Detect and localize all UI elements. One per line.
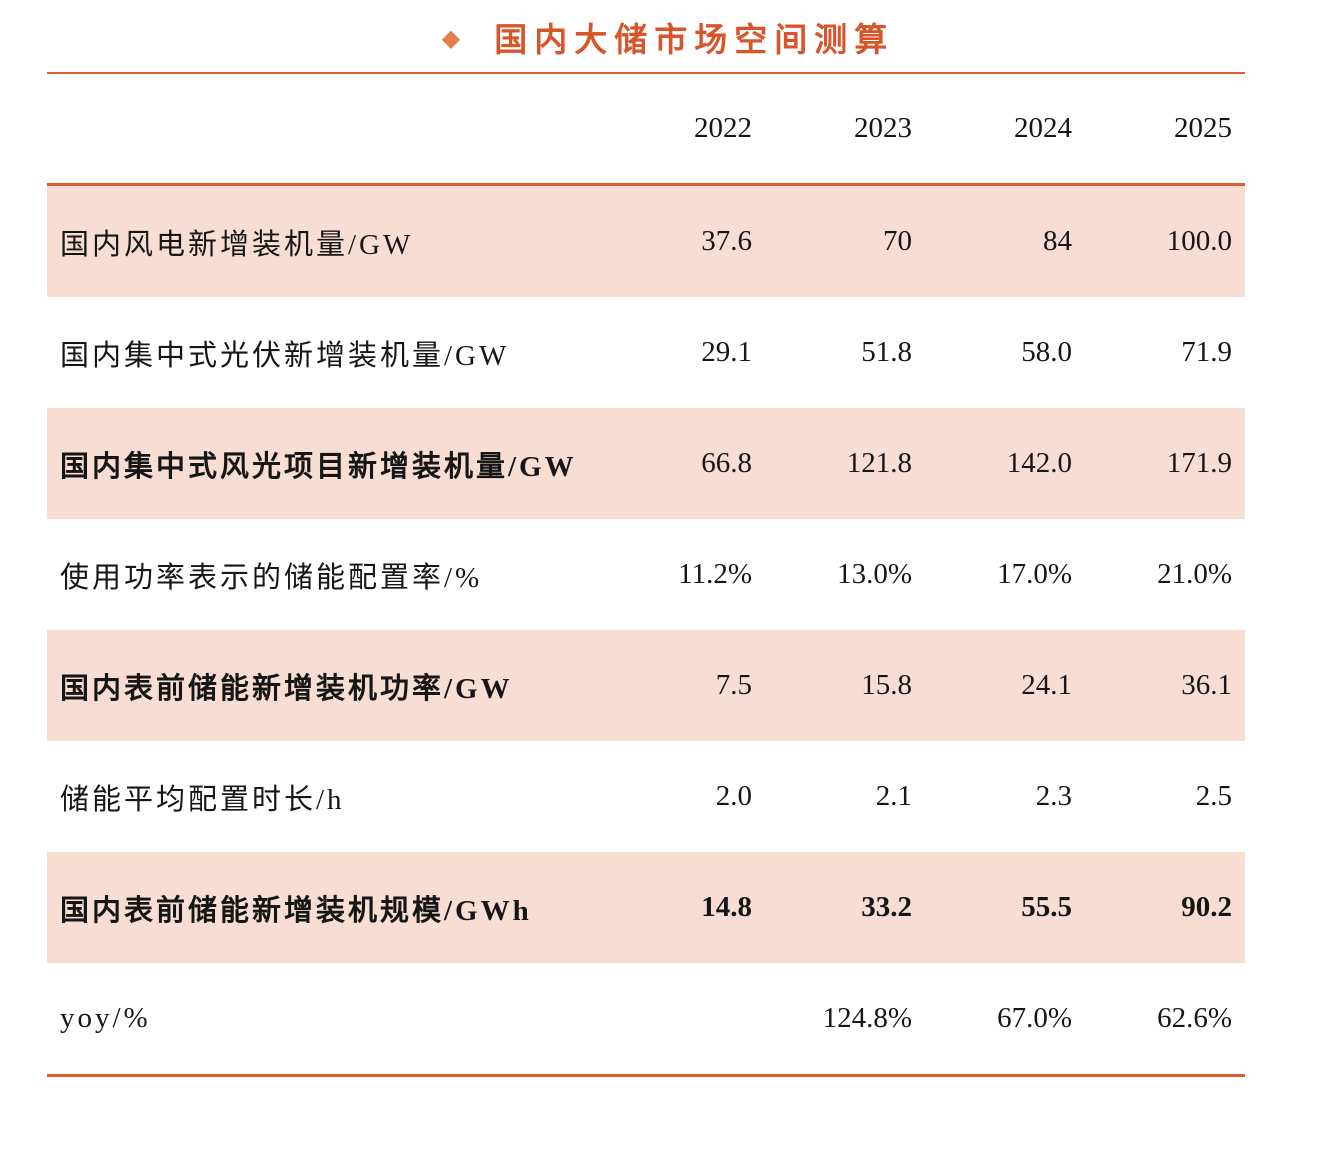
cell-value: 66.8 <box>701 447 752 479</box>
cell-value: 36.1 <box>1181 669 1232 701</box>
cell-value: 58.0 <box>1021 336 1072 368</box>
column-header-year: 2022 <box>694 112 752 144</box>
cell-value: 142.0 <box>1006 447 1072 479</box>
row-label: 国内表前储能新增装机规模/GWh <box>60 894 532 927</box>
cell-value: 2.5 <box>1195 780 1232 812</box>
table-row: 国内表前储能新增装机功率/GW 7.5 15.8 24.1 36.1 <box>47 630 1245 741</box>
row-label: 国内表前储能新增装机功率/GW <box>60 672 513 705</box>
cell-value: 29.1 <box>701 336 752 368</box>
table-title-text: 国内大储市场空间测算 <box>494 23 895 59</box>
cell-value: 84 <box>1043 225 1072 257</box>
cell-value: 15.8 <box>861 669 912 701</box>
cell-value: 13.0% <box>837 558 912 590</box>
table-title: ◆ 国内大储市场空间测算 <box>0 14 1336 60</box>
cell-value: 124.8% <box>822 1002 912 1034</box>
rule-bottom <box>47 1074 1245 1077</box>
report-table-page: ◆ 国内大储市场空间测算 2022 2023 2024 2025 国内风电新增装机量/… <box>0 14 1336 1077</box>
cell-value: 33.2 <box>861 891 912 923</box>
cell-value: 37.6 <box>701 225 752 257</box>
cell-value: 2.0 <box>715 780 752 812</box>
table-row: 储能平均配置时长/h 2.0 2.1 2.3 2.5 <box>47 741 1245 852</box>
table-row: yoy/% 124.8% 67.0% 62.6% <box>47 963 1245 1074</box>
column-header-year: 2024 <box>1014 112 1072 144</box>
cell-value: 7.5 <box>715 669 752 701</box>
cell-value: 51.8 <box>861 336 912 368</box>
cell-value: 11.2% <box>678 558 752 590</box>
diamond-bullet-icon: ◆ <box>441 24 461 52</box>
cell-value: 62.6% <box>1157 1002 1232 1034</box>
row-label: 国内集中式光伏新增装机量/GW <box>60 339 510 372</box>
cell-value: 90.2 <box>1181 891 1232 923</box>
cell-value: 2.1 <box>875 780 912 812</box>
cell-value: 21.0% <box>1157 558 1232 590</box>
cell-value: 67.0% <box>997 1002 1072 1034</box>
column-header-year: 2025 <box>1174 112 1232 144</box>
cell-value: 2.3 <box>1035 780 1072 812</box>
column-header-year: 2023 <box>854 112 912 144</box>
cell-value: 71.9 <box>1181 336 1232 368</box>
table-header-row: 2022 2023 2024 2025 <box>47 74 1245 183</box>
row-label: 国内集中式风光项目新增装机量/GW <box>60 450 577 483</box>
cell-value: 14.8 <box>701 891 752 923</box>
rule-top <box>47 72 1245 74</box>
table-row: 国内集中式光伏新增装机量/GW 29.1 51.8 58.0 71.9 <box>47 297 1245 408</box>
table-row: 使用功率表示的储能配置率/% 11.2% 13.0% 17.0% 21.0% <box>47 519 1245 630</box>
row-label: 使用功率表示的储能配置率/% <box>60 561 483 594</box>
row-label: 国内风电新增装机量/GW <box>60 228 414 261</box>
row-label: yoy/% <box>60 1002 151 1034</box>
table-row: 国内表前储能新增装机规模/GWh 14.8 33.2 55.5 90.2 <box>47 852 1245 963</box>
cell-value: 100.0 <box>1166 225 1232 257</box>
market-estimation-table: 2022 2023 2024 2025 国内风电新增装机量/GW 37.6 70 84 100… <box>47 72 1245 1077</box>
table-body: 国内风电新增装机量/GW 37.6 70 84 100.0 国内集中式光伏新增装机量/GW… <box>47 186 1245 1074</box>
cell-value: 70 <box>883 225 912 257</box>
cell-value: 55.5 <box>1021 891 1072 923</box>
cell-value: 171.9 <box>1166 447 1232 479</box>
rule-under-header <box>47 183 1245 186</box>
table-row: 国内风电新增装机量/GW 37.6 70 84 100.0 <box>47 186 1245 297</box>
cell-value: 24.1 <box>1021 669 1072 701</box>
cell-value: 121.8 <box>846 447 912 479</box>
row-label: 储能平均配置时长/h <box>60 783 345 816</box>
table-row: 国内集中式风光项目新增装机量/GW 66.8 121.8 142.0 171.9 <box>47 408 1245 519</box>
cell-value: 17.0% <box>997 558 1072 590</box>
